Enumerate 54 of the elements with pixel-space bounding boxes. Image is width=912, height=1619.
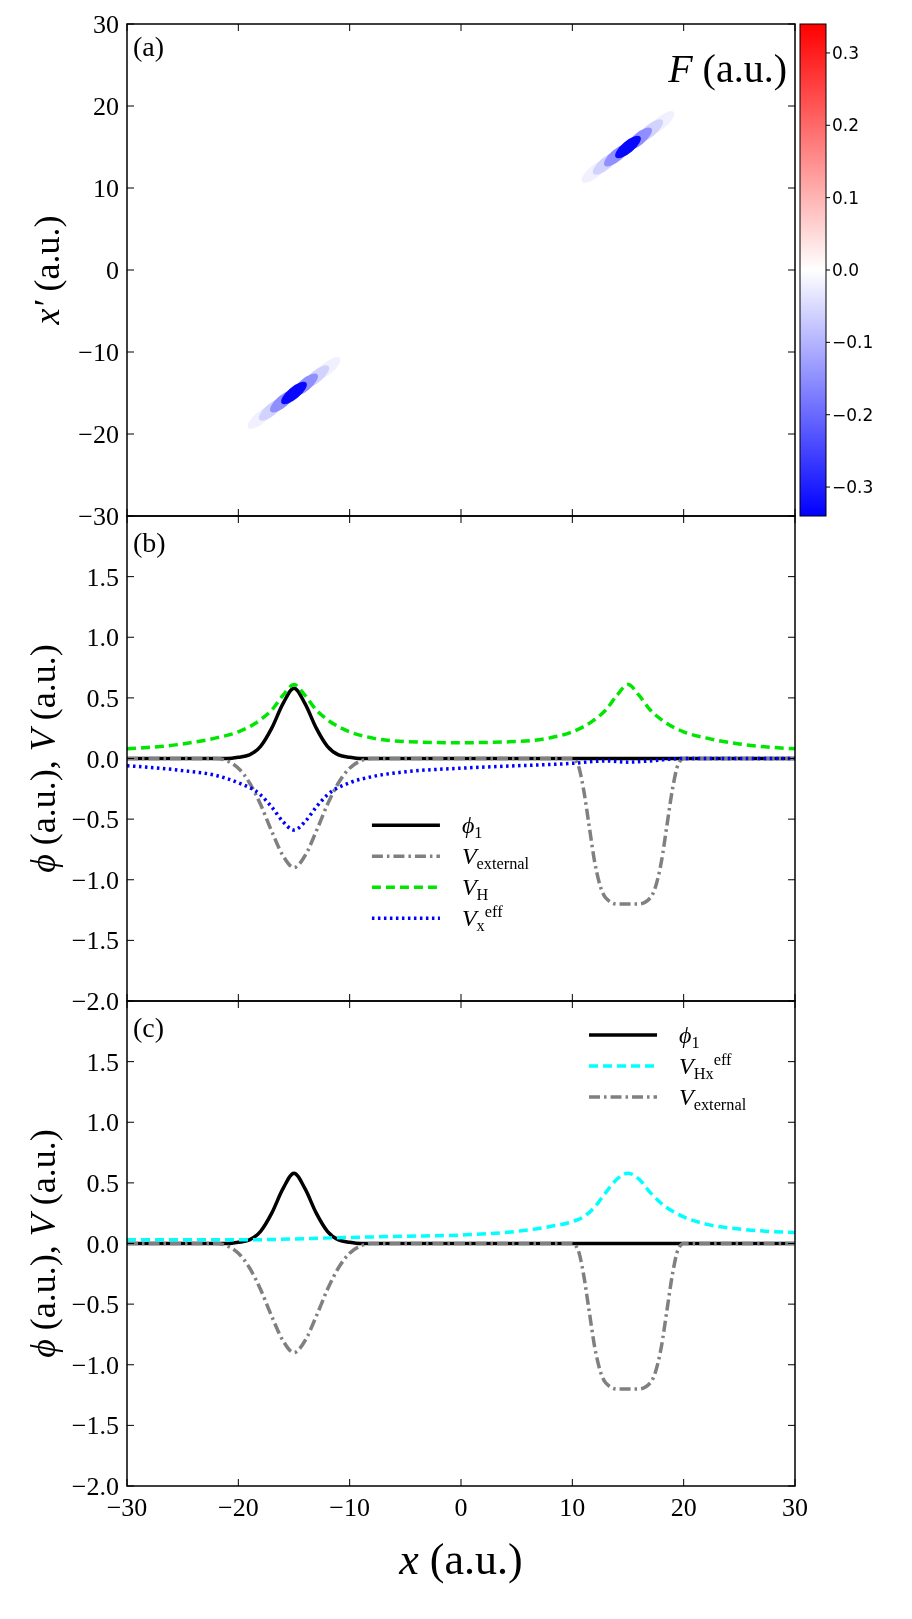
x-tick-label: 10 bbox=[559, 1493, 586, 1522]
y-tick-label: 0.5 bbox=[86, 1168, 119, 1198]
y-tick-label: −1.5 bbox=[71, 1411, 119, 1441]
y-tick-label: 30 bbox=[93, 10, 119, 39]
y-tick-label: 0.0 bbox=[86, 1229, 119, 1259]
color-bar-title: F (a.u.) bbox=[667, 46, 787, 91]
annotation: (c) bbox=[133, 1012, 165, 1043]
y-tick-label: −0.5 bbox=[71, 1290, 119, 1320]
y-tick-label: 0.0 bbox=[86, 744, 119, 774]
color-bar-label: 0.0 bbox=[832, 260, 860, 280]
y-tick-label: −30 bbox=[78, 502, 119, 531]
x-tick-label: −20 bbox=[218, 1493, 259, 1522]
point bbox=[615, 135, 641, 159]
y-tick-label: 20 bbox=[93, 92, 119, 121]
x-tick-label: 30 bbox=[782, 1493, 808, 1522]
color-bar-label: 0.2 bbox=[832, 115, 860, 136]
x-tick-label: 20 bbox=[670, 1493, 697, 1522]
color-bar-label: 0.1 bbox=[832, 187, 860, 208]
y-tick-label: 0 bbox=[106, 256, 119, 285]
x-tick-label: 0 bbox=[454, 1493, 468, 1522]
line-series bbox=[125, 756, 797, 906]
annotation: (b) bbox=[133, 527, 166, 558]
line-series bbox=[125, 1241, 797, 1391]
annotation: (a) bbox=[133, 31, 165, 62]
y-axis-title: ϕ (a.u.), V (a.u.) bbox=[23, 644, 63, 873]
y-tick-label: 1.0 bbox=[86, 1108, 119, 1138]
legend-label: V$_{H}$ bbox=[461, 874, 489, 904]
color-bar-label: −0.3 bbox=[832, 477, 874, 498]
y-tick-label: 1.5 bbox=[86, 562, 119, 592]
y-tick-label: −2.0 bbox=[71, 987, 119, 1016]
legend-label: V$_{external}$ bbox=[679, 1083, 747, 1114]
color-bar-label: −0.1 bbox=[832, 332, 874, 353]
y-tick-label: −20 bbox=[78, 420, 119, 449]
y-tick-label: −10 bbox=[78, 338, 119, 367]
color-bar-label: 0.3 bbox=[832, 42, 860, 63]
y-axis-title: ϕ (a.u.), V (a.u.) bbox=[23, 1129, 63, 1358]
y-tick-label: −2.0 bbox=[71, 1472, 119, 1501]
y-tick-label: −0.5 bbox=[71, 805, 119, 835]
y-tick-label: 1.0 bbox=[86, 623, 119, 653]
color-bar-label: −0.2 bbox=[832, 404, 874, 425]
legend-label: ϕ$_{1}$ bbox=[461, 812, 483, 842]
legend-label: ϕ$_{1}$ bbox=[679, 1021, 700, 1052]
x-tick-label: −10 bbox=[329, 1493, 370, 1522]
y-tick-label: −1.0 bbox=[71, 865, 119, 895]
y-axis-title: x′ (a.u.) bbox=[27, 215, 67, 326]
x-axis-title: x (a.u.) bbox=[398, 1535, 523, 1584]
y-tick-label: −1.0 bbox=[71, 1350, 119, 1380]
y-tick-label: 1.5 bbox=[86, 1047, 119, 1077]
point bbox=[281, 381, 307, 405]
line-series bbox=[125, 682, 797, 751]
y-tick-label: −1.5 bbox=[71, 926, 119, 956]
y-tick-label: 10 bbox=[93, 174, 119, 203]
legend-label: V$_{external}$ bbox=[461, 843, 530, 873]
y-tick-label: 0.5 bbox=[86, 683, 119, 713]
